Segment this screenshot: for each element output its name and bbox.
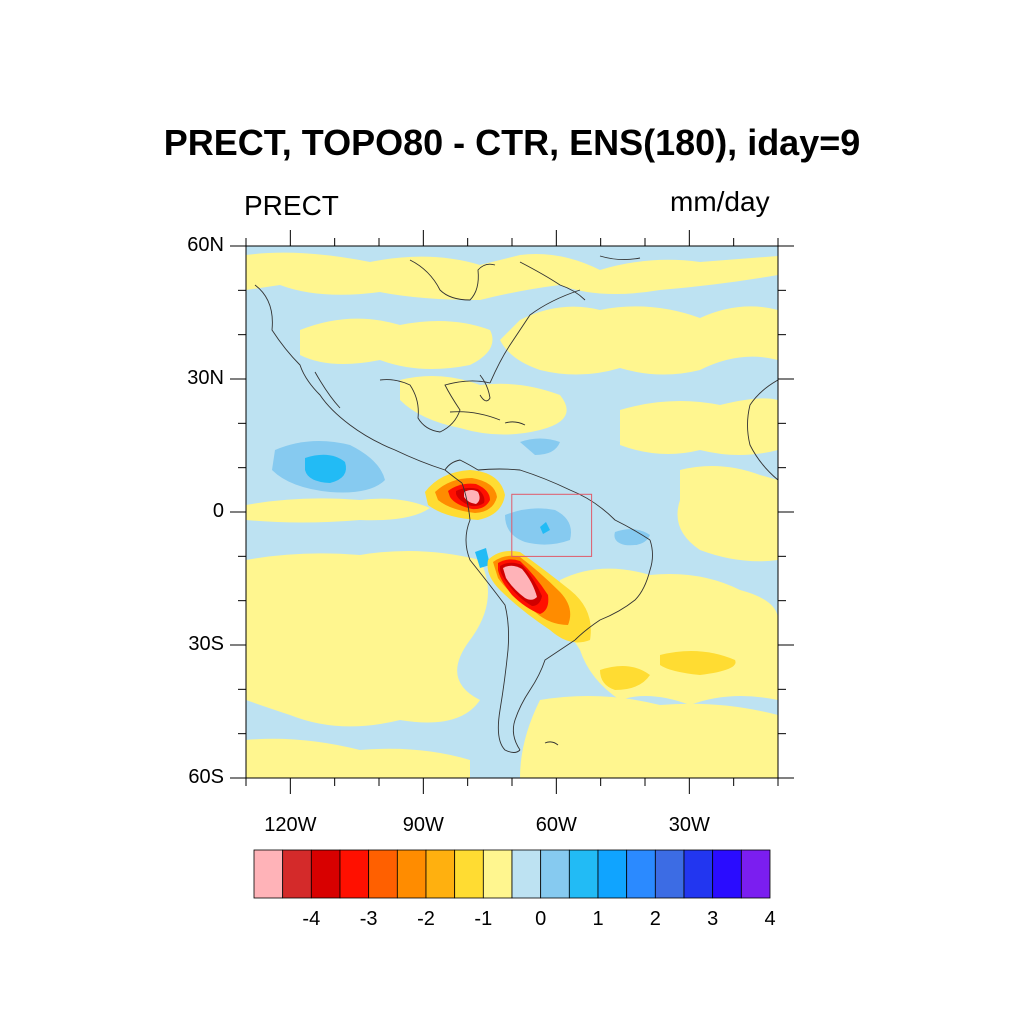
coastline-south-america-west (461, 482, 521, 753)
colorbar-tick-label: 4 (764, 908, 776, 930)
yellow-band-north (246, 252, 778, 300)
blue-regions (272, 438, 650, 568)
blue-anomaly-atlantic-30n (520, 438, 560, 455)
lon-tick-label: 60W (535, 814, 577, 836)
lon-tick-label: 120W (264, 814, 317, 836)
lat-tick-label: 60S (188, 766, 224, 788)
coastline-west-africa (747, 379, 778, 481)
figure-title: PRECT, TOPO80 - CTR, ENS(180), iday=9 (163, 122, 861, 163)
colorbar-tick-label: -4 (302, 908, 321, 930)
yellow-region-pacific-eq (246, 498, 430, 523)
units-label: mm/day (670, 186, 770, 217)
colorbar-tick-label: 0 (535, 908, 547, 930)
lat-tick-label: 30S (188, 633, 224, 655)
coastline-brazil-east (574, 539, 653, 641)
variable-label: PRECT (244, 190, 339, 221)
colorbar-swatch (339, 849, 370, 899)
lat-tick-label: 60N (187, 234, 224, 256)
yellow-region-gulf (400, 376, 567, 435)
gold-region-south-atlantic (660, 651, 736, 675)
yellow-region-south-atlantic (520, 696, 778, 778)
colorbar-tick-label: 1 (592, 908, 604, 930)
colorbar-tick-label: -3 (359, 908, 378, 930)
colorbar-swatch (511, 849, 542, 899)
lon-tick-label: 90W (402, 814, 444, 836)
coastline-argentina-east (512, 639, 576, 751)
colorbar-tick-label: -1 (474, 908, 493, 930)
colorbar-swatch (425, 849, 456, 899)
coastline-gulf-mexico (379, 379, 491, 433)
colorbar-swatch (368, 849, 398, 899)
red-anomaly-peru-bolivia (487, 551, 591, 643)
coastline-florida (479, 374, 491, 402)
coastline-central-america (444, 459, 479, 471)
coastline-cuba (449, 411, 501, 421)
yellow-regions (246, 252, 778, 778)
map-field (246, 246, 778, 778)
colorbar-swatch (712, 849, 742, 899)
colorbar-swatch (568, 849, 599, 899)
gold-region-argentina (600, 666, 650, 690)
colorbar-swatch (597, 849, 628, 899)
blue-anomaly-east-pacific-core (305, 454, 346, 483)
coastline-south-america-north (477, 468, 651, 541)
colorbar-tick-label: 3 (707, 908, 719, 930)
blue-anomaly-amazon (505, 508, 571, 545)
yellow-region-atlantic-north (500, 306, 778, 375)
colorbar (253, 849, 771, 899)
peru-core (503, 565, 537, 600)
lat-tick-label: 30N (187, 367, 224, 389)
colorbar-tick-label: 2 (649, 908, 661, 930)
analysis-box (511, 493, 593, 557)
colorbar-swatch (310, 849, 341, 899)
lat-tick-label: 0 (212, 500, 224, 522)
colorbar-swatch (282, 849, 312, 899)
colorbar-tick-label: -2 (417, 908, 435, 930)
gold-regions (600, 651, 736, 690)
colorbar-swatch (683, 849, 714, 899)
yellow-region-atlantic-mid (620, 398, 778, 455)
yellow-region-us (300, 318, 493, 369)
blue-anomaly-east-brazil (614, 529, 650, 546)
coastline-us-east (489, 289, 581, 384)
colorbar-swatch (396, 849, 427, 899)
coastline-greenland (599, 255, 641, 261)
coastline-baja (314, 371, 341, 409)
map-ticks (230, 230, 794, 794)
coastlines (254, 255, 778, 753)
coastline-north-america-west (254, 284, 463, 484)
colorbar-swatch (454, 849, 484, 899)
blue-anomaly-andes (475, 548, 490, 568)
yellow-region-far-south (246, 738, 470, 778)
colorbar-swatch (654, 849, 685, 899)
yellow-region-atlantic-east (677, 466, 778, 562)
colorbar-swatch (626, 849, 656, 899)
coastline-falklands (544, 741, 559, 746)
yellow-region-pacific-south (246, 551, 488, 727)
coastline-hispaniola (504, 421, 526, 426)
blue-anomaly-amazon-core (540, 522, 550, 534)
coastline-hudson (409, 259, 496, 301)
colorbar-swatch (253, 849, 284, 899)
colorbar-swatch (540, 849, 570, 899)
lon-tick-label: 30W (668, 814, 710, 836)
colorbar-swatch (482, 849, 513, 899)
coastline-labrador (519, 261, 586, 301)
colorbar-swatch (740, 849, 771, 899)
colombia-core (464, 490, 480, 504)
